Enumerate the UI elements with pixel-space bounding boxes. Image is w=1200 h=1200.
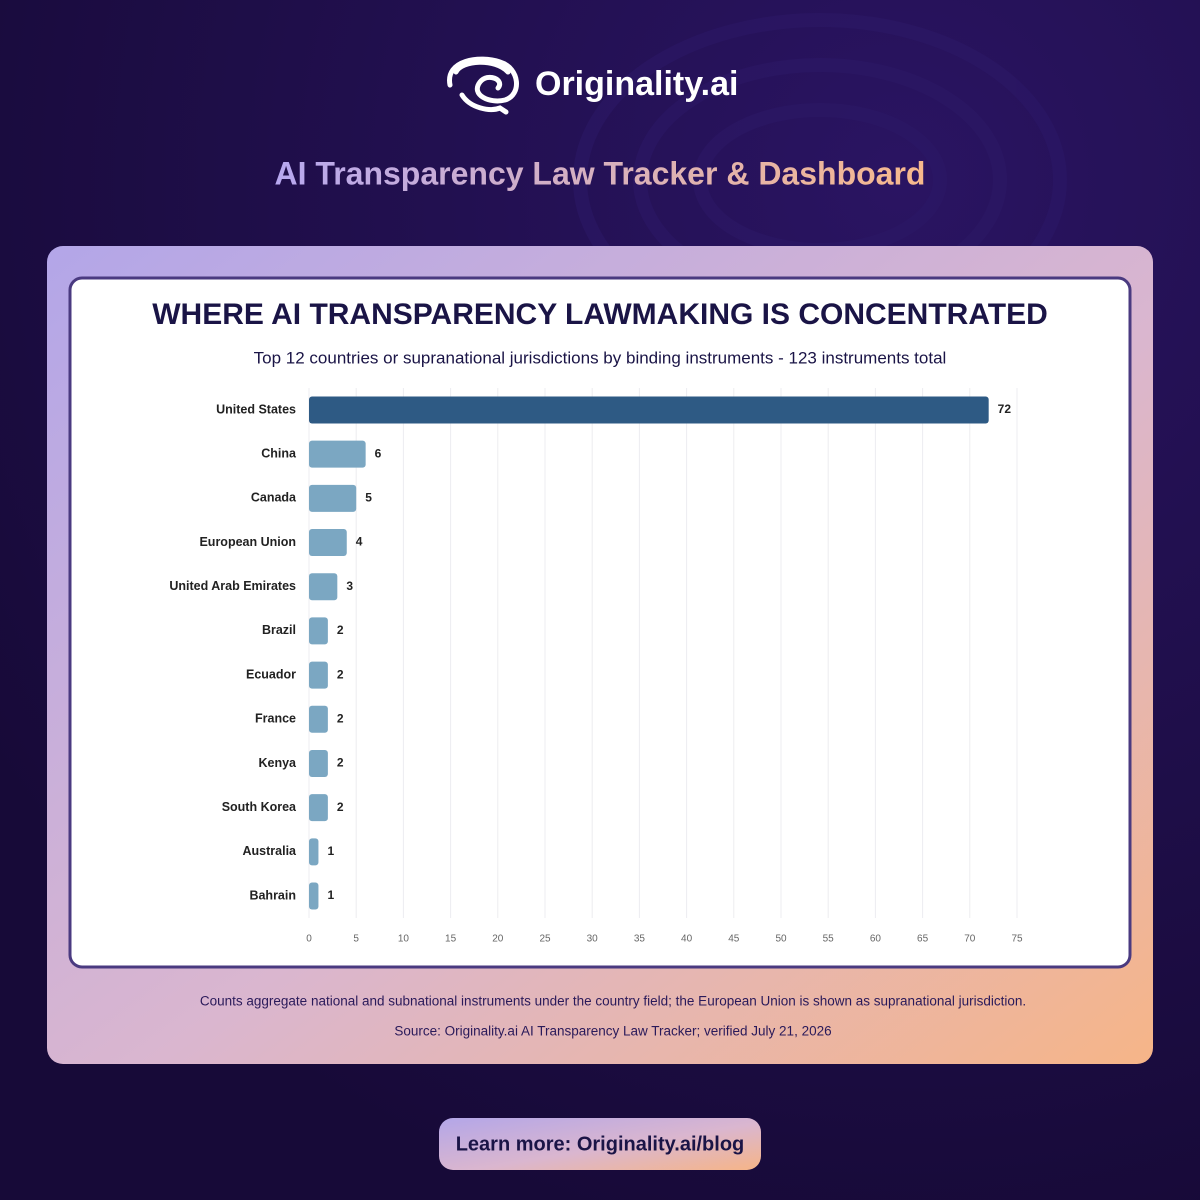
data-label: 3 bbox=[346, 579, 353, 593]
bar bbox=[309, 617, 328, 645]
data-label: 2 bbox=[337, 623, 344, 637]
cta-button[interactable] bbox=[439, 1118, 761, 1170]
x-tick-label: 75 bbox=[1011, 934, 1023, 945]
x-tick-label: 10 bbox=[398, 934, 410, 945]
y-tick-label: United States bbox=[216, 402, 296, 416]
data-label: 2 bbox=[337, 667, 344, 681]
x-tick-label: 15 bbox=[445, 934, 457, 945]
data-label: 2 bbox=[337, 756, 344, 770]
header-title: AI Transparency Law Tracker & Dashboard bbox=[275, 155, 926, 191]
data-label: 1 bbox=[327, 844, 334, 858]
data-label: 4 bbox=[356, 535, 363, 549]
y-tick-label: Kenya bbox=[258, 756, 297, 770]
y-tick-label: European Union bbox=[199, 535, 296, 549]
bar bbox=[309, 749, 328, 777]
bar bbox=[309, 838, 319, 866]
x-tick-label: 5 bbox=[353, 934, 359, 945]
y-tick-label: South Korea bbox=[222, 800, 297, 814]
brand: Originality.ai bbox=[535, 65, 738, 103]
chart-title: WHERE AI TRANSPARENCY LAWMAKING IS CONCE… bbox=[152, 298, 1048, 331]
logo-icon bbox=[447, 56, 519, 115]
data-label: 6 bbox=[375, 446, 382, 460]
y-tick-label: Ecuador bbox=[246, 667, 296, 681]
x-tick-label: 45 bbox=[728, 934, 740, 945]
cta-text[interactable]: Learn more: Originality.ai/blog bbox=[456, 1133, 745, 1155]
y-tick-label: Bahrain bbox=[249, 888, 296, 902]
y-tick-label: China bbox=[261, 446, 297, 460]
source: Source: Originality.ai AI Transparency L… bbox=[394, 1024, 831, 1039]
x-tick-label: 25 bbox=[539, 934, 551, 945]
x-tick-label: 60 bbox=[870, 934, 882, 945]
y-tick-label: France bbox=[255, 712, 296, 726]
x-tick-label: 35 bbox=[634, 934, 646, 945]
data-label: 2 bbox=[337, 800, 344, 814]
chart-subtitle: Top 12 countries or supranational jurisd… bbox=[254, 348, 947, 367]
bar bbox=[309, 705, 328, 733]
x-tick-label: 55 bbox=[823, 934, 835, 945]
bar bbox=[309, 882, 319, 910]
bar bbox=[309, 440, 366, 468]
bar bbox=[309, 396, 989, 424]
footnote: Counts aggregate national and subnationa… bbox=[200, 994, 1026, 1009]
x-tick-label: 20 bbox=[492, 934, 504, 945]
y-tick-label: Brazil bbox=[262, 623, 296, 637]
y-tick-label: United Arab Emirates bbox=[169, 579, 296, 593]
x-tick-label: 0 bbox=[306, 934, 312, 945]
data-label: 72 bbox=[998, 402, 1012, 416]
x-tick-label: 50 bbox=[775, 934, 787, 945]
x-tick-label: 30 bbox=[587, 934, 599, 945]
y-tick-label: Australia bbox=[243, 844, 298, 858]
x-tick-label: 65 bbox=[917, 934, 929, 945]
bar bbox=[309, 573, 338, 601]
data-label: 2 bbox=[337, 711, 344, 725]
x-tick-label: 70 bbox=[964, 934, 976, 945]
bar bbox=[309, 529, 347, 557]
bar bbox=[309, 484, 357, 512]
data-label: 1 bbox=[327, 888, 334, 902]
bar bbox=[309, 661, 328, 689]
data-label: 5 bbox=[365, 491, 372, 505]
y-tick-label: Canada bbox=[251, 491, 297, 505]
x-tick-label: 40 bbox=[681, 934, 693, 945]
bar bbox=[309, 794, 328, 822]
chart-panel bbox=[68, 276, 1132, 969]
